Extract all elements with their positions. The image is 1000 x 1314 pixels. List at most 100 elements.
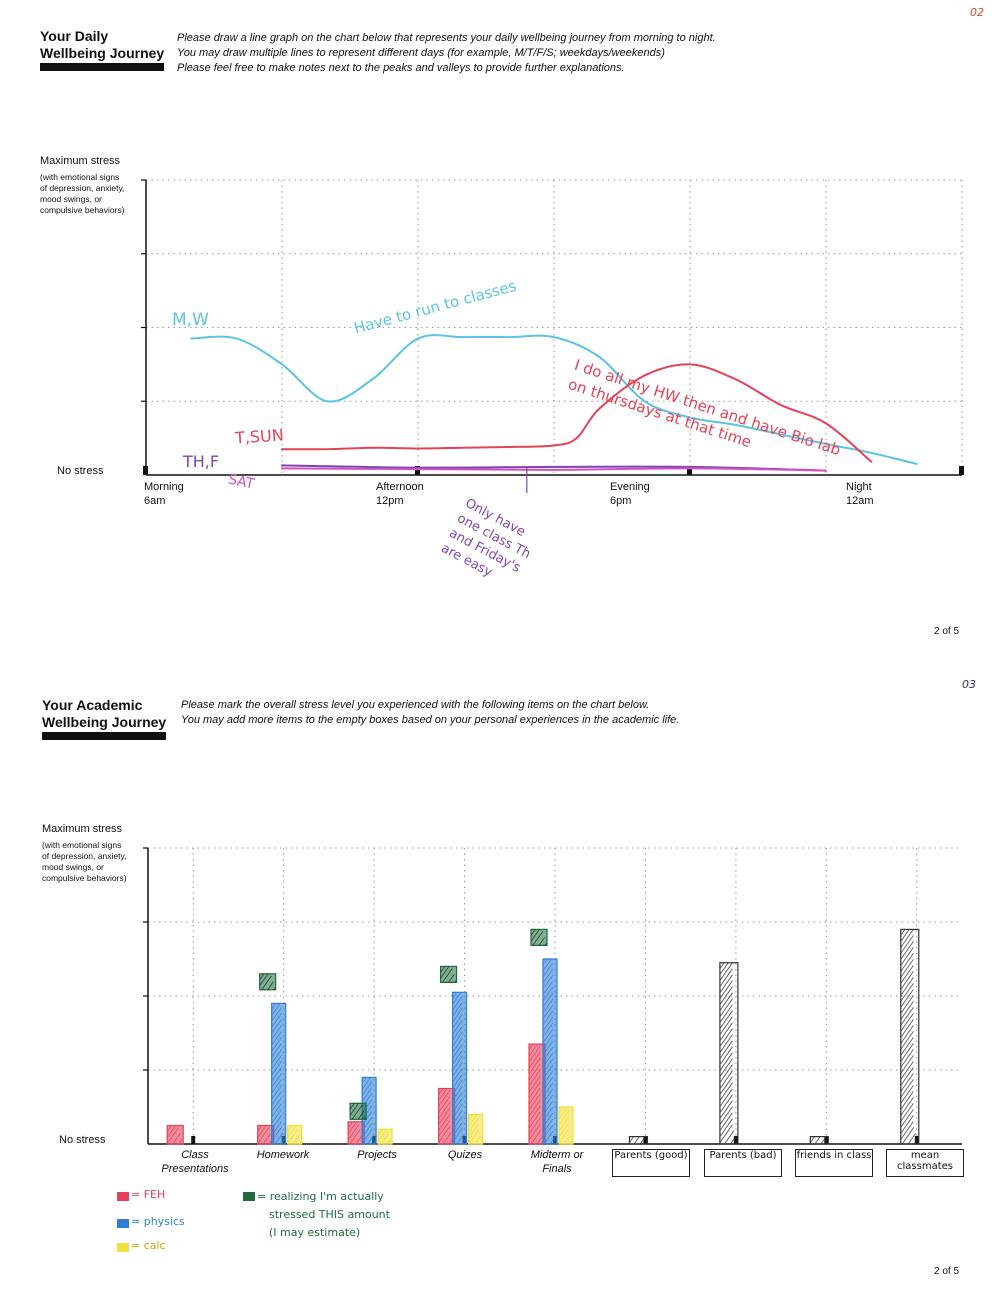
bar-hatch — [542, 1112, 554, 1128]
bar-hatch — [719, 962, 733, 981]
x-tick-main: Evening — [610, 481, 650, 493]
bar-hatch — [900, 1109, 914, 1128]
bar-hatch — [820, 1136, 827, 1145]
bar-hatch — [452, 1050, 463, 1065]
bar-outline — [628, 1136, 649, 1145]
bar-hatch — [719, 1040, 733, 1059]
bar-hatch — [349, 1103, 355, 1110]
instruction-line: Please mark the overall stress level you… — [181, 699, 650, 711]
bar-hatch — [736, 1142, 738, 1145]
bar-hatch — [530, 1129, 542, 1145]
bar-hatch — [913, 1139, 918, 1145]
bar-hatch — [271, 1043, 282, 1058]
bar-hatch — [452, 992, 458, 999]
bar-hatch — [267, 981, 274, 991]
x-tick-main: Afternoon — [376, 481, 424, 493]
page-daily: 02 Your Daily Wellbeing Journey Please d… — [0, 0, 1000, 650]
bar-hatch — [900, 1025, 914, 1044]
bar-hatch — [273, 987, 276, 991]
bar-hatch — [452, 996, 463, 1011]
bar-hatch — [900, 941, 914, 960]
bar-hatch — [452, 1062, 463, 1077]
bar-hatch — [452, 1122, 463, 1137]
bar-hatch — [438, 1114, 451, 1131]
x-tick-marker — [733, 1136, 738, 1144]
bar-hatch — [271, 1073, 282, 1088]
legend-label-realizing: = realizing I'm actually stressed THIS a… — [257, 1188, 390, 1242]
bar-realizing — [439, 965, 458, 983]
bar-hatch — [900, 947, 914, 966]
bar-hatch — [719, 1094, 733, 1113]
bar-hatch — [271, 1067, 282, 1082]
corner-mark: 03 — [962, 678, 976, 691]
bar-hatch — [719, 974, 733, 993]
custom-item-label: mean classmates — [897, 1150, 953, 1172]
bar-hatch — [530, 929, 536, 936]
bar-hatch — [452, 1074, 463, 1089]
bar-hatch — [900, 1031, 914, 1050]
bar-hatch — [438, 1108, 451, 1125]
bar-hatch — [542, 1094, 554, 1110]
bar-hatch — [271, 1115, 282, 1130]
bar-hatch — [542, 1010, 554, 1026]
bar-hatch — [440, 966, 450, 979]
bar-hatch — [452, 1002, 463, 1017]
bar-hatch — [280, 1139, 285, 1145]
bar-hatch — [719, 968, 733, 987]
bar-hatch — [351, 1105, 363, 1120]
bar-hatch — [542, 1088, 554, 1104]
bar-hatch — [452, 1044, 463, 1059]
bar-FEH — [437, 1087, 456, 1145]
bar-hatch — [271, 1003, 277, 1010]
x-tick-label: Afternoon 12pm — [376, 480, 424, 508]
bar-hatch — [166, 1125, 177, 1138]
bar-hatch — [468, 1114, 474, 1121]
bar-hatch — [900, 1097, 914, 1116]
bar-hatch — [542, 962, 554, 978]
bar-hatch — [528, 1069, 541, 1087]
bar-hatch — [438, 1088, 444, 1095]
bar-hatch — [639, 1136, 646, 1145]
instructions: Please mark the overall stress level you… — [181, 698, 971, 728]
legend: = FEH = physics = calc = realizing I'm a… — [115, 1188, 515, 1288]
bar-hatch — [271, 1109, 282, 1124]
bar-calc — [558, 1106, 574, 1145]
bar-hatch — [542, 1076, 554, 1092]
bar-hatch — [271, 1079, 282, 1094]
bar-hatch — [542, 1022, 554, 1038]
bar-hatch — [530, 929, 540, 942]
series-label-tsun: T,SUN — [234, 425, 285, 448]
instruction-line: You may draw multiple lines to represent… — [177, 47, 665, 59]
legend-swatch-physics — [117, 1219, 129, 1228]
bar-hatch — [719, 1076, 733, 1095]
category-label: Class Presentations — [161, 1149, 229, 1175]
bar-hatch — [900, 1055, 914, 1074]
bar-hatch — [900, 1007, 914, 1026]
bar-realizing — [530, 928, 548, 946]
page-academic: 03 Your Academic Wellbeing Journey Pleas… — [0, 660, 1000, 1314]
instruction-line: Please feel free to make notes next to t… — [177, 62, 625, 74]
bar-hatch — [900, 1037, 914, 1056]
bar-hatch — [900, 1043, 914, 1062]
category-label: Homework — [256, 1149, 310, 1161]
bar-fill — [287, 1124, 303, 1145]
x-tick-sub: 6am — [144, 495, 166, 507]
bar-hatch — [262, 1133, 271, 1145]
bar-hatch — [558, 1122, 570, 1138]
bar-hatch — [542, 1118, 554, 1134]
x-tick-sub: 12pm — [376, 495, 404, 507]
bar-hatch — [719, 1088, 733, 1107]
bar-hatch — [542, 958, 548, 966]
bar-hatch — [900, 1049, 914, 1068]
x-tick-label: Morning 6am — [144, 480, 184, 508]
bar-hatch — [361, 1081, 373, 1096]
bar-hatch — [438, 1126, 451, 1143]
bar-hatch — [528, 1063, 541, 1081]
x-tick-sub: 6pm — [610, 495, 632, 507]
bar-hatch — [542, 1064, 554, 1080]
bar-hatch — [347, 1121, 353, 1129]
x-tick-marker — [643, 1136, 648, 1144]
bar-FEH — [257, 1124, 275, 1145]
bar-hatch — [814, 1136, 821, 1145]
bar-hatch — [528, 1045, 541, 1063]
